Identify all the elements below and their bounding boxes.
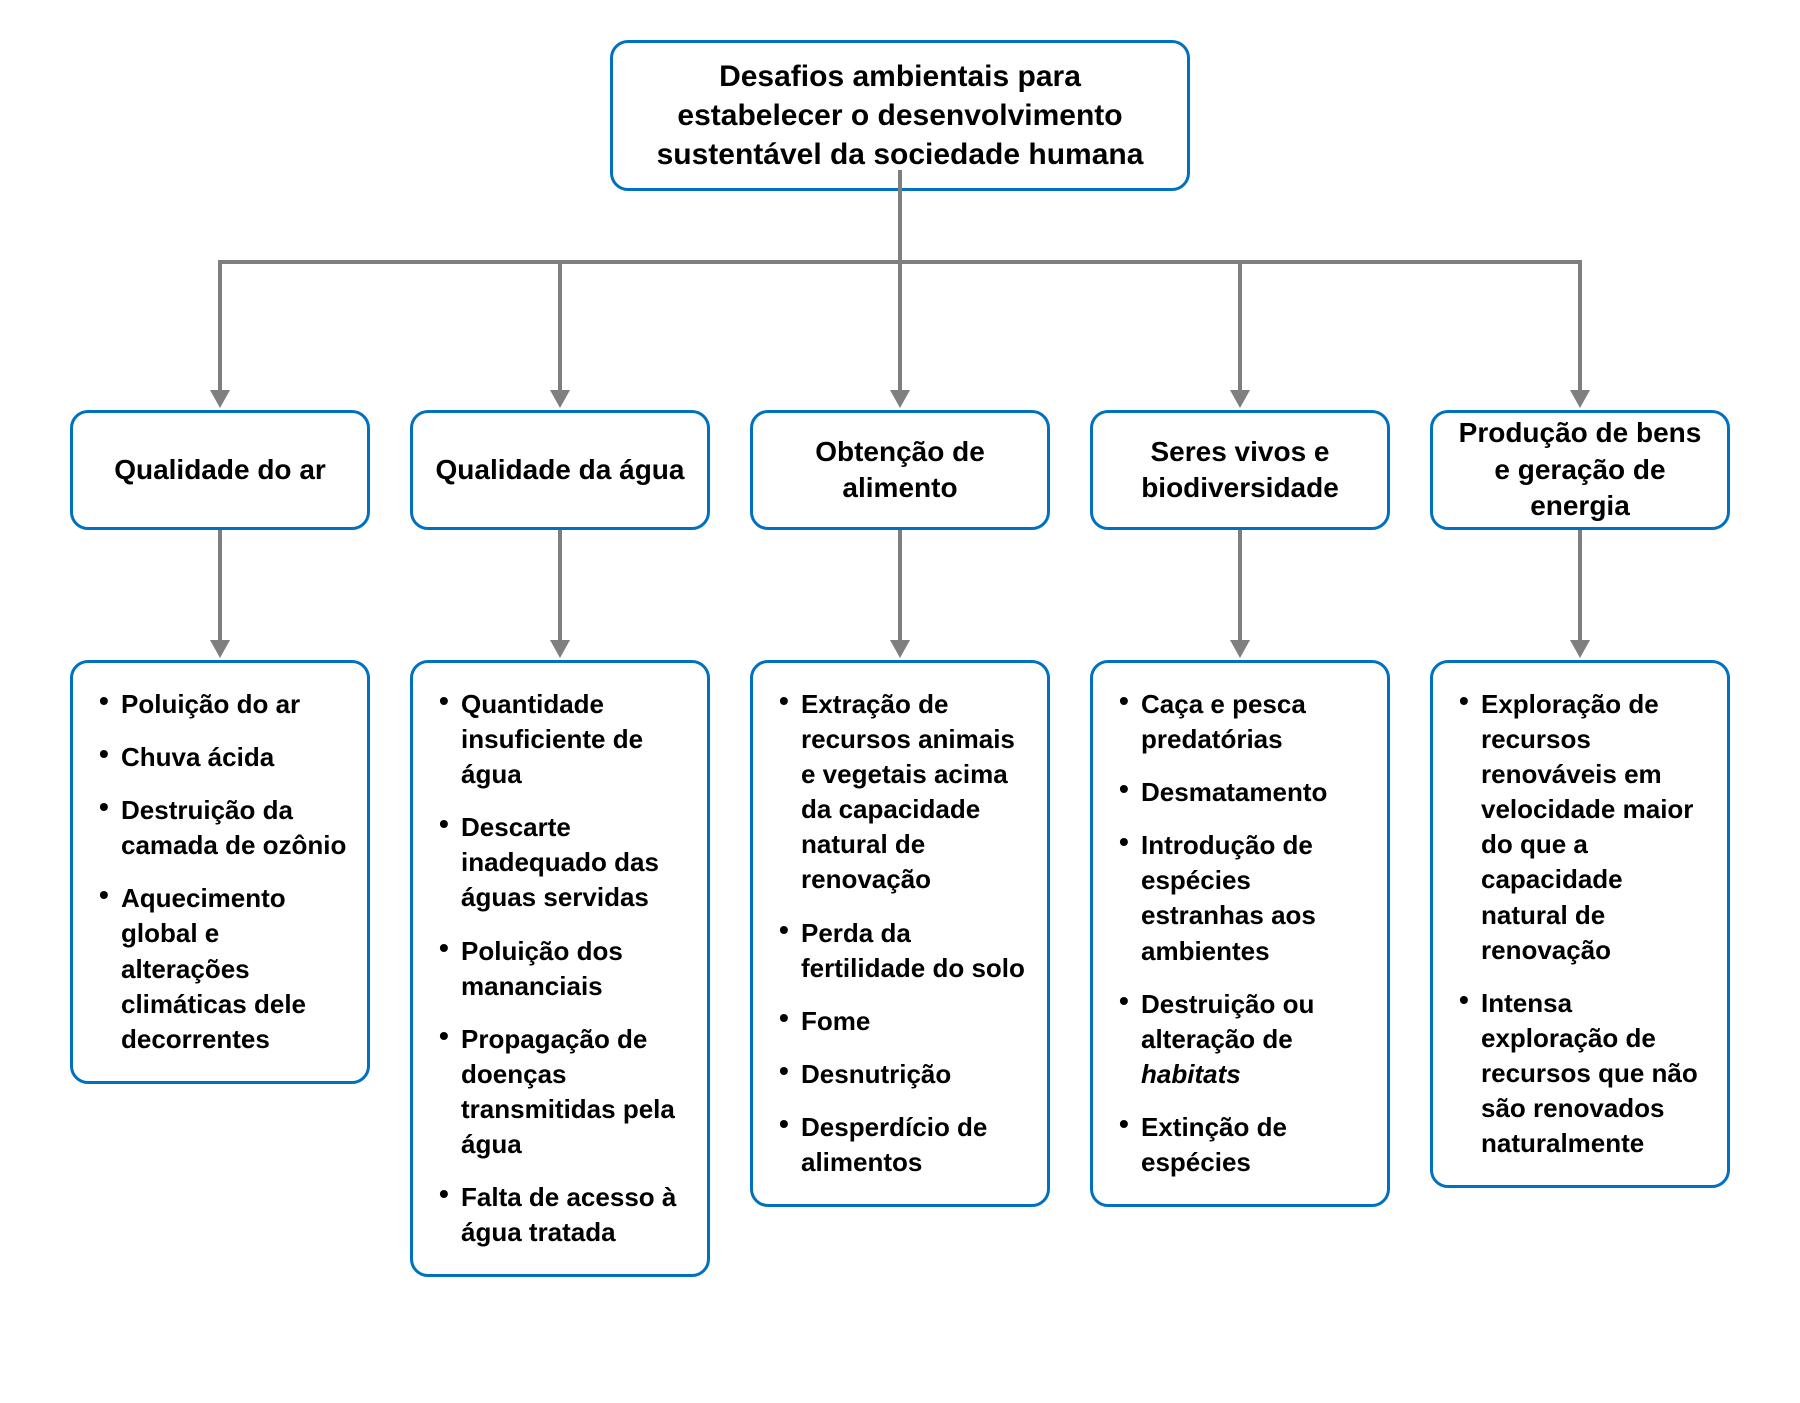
detail-item: Desperdício de alimentos <box>779 1110 1027 1180</box>
arrowhead-icon <box>1230 390 1250 408</box>
arrowhead-icon <box>1570 390 1590 408</box>
detail-list: Poluição do ar Chuva ácida Destruição da c… <box>99 687 347 1057</box>
detail-list: Quantidade insuficiente de água Descarte … <box>439 687 687 1250</box>
category-label: Obtenção de alimento <box>773 434 1027 507</box>
category-producao-energia: Produção de bens e geração de energia <box>1430 410 1730 530</box>
connector <box>558 260 562 390</box>
detail-item: Extração de recursos animais e vegetais … <box>779 687 1027 898</box>
details-producao-energia: Exploração de recursos renováveis em vel… <box>1430 660 1730 1188</box>
detail-item: Poluição dos mananciais <box>439 934 687 1004</box>
details-seres-biodiversidade: Caça e pesca predatórias Desmatamento Intr… <box>1090 660 1390 1207</box>
detail-list: Extração de recursos animais e vegetais … <box>779 687 1027 1180</box>
category-label: Qualidade do ar <box>114 452 326 488</box>
detail-item: Propagação de doenças transmitidas pela … <box>439 1022 687 1162</box>
arrowhead-icon <box>1230 640 1250 658</box>
detail-item: Desmatamento <box>1119 775 1367 810</box>
arrowhead-icon <box>890 640 910 658</box>
connector <box>1238 530 1242 640</box>
detail-item: Poluição do ar <box>99 687 347 722</box>
arrowhead-icon <box>890 390 910 408</box>
detail-list: Caça e pesca predatórias Desmatamento Intr… <box>1119 687 1367 1180</box>
connector <box>898 260 902 390</box>
category-label: Seres vivos e biodiversidade <box>1113 434 1367 507</box>
detail-item: Destruição da camada de ozônio <box>99 793 347 863</box>
detail-item: Extinção de espécies <box>1119 1110 1367 1180</box>
category-seres-biodiversidade: Seres vivos e biodiversidade <box>1090 410 1390 530</box>
arrowhead-icon <box>210 390 230 408</box>
detail-item: Aquecimento global e alterações climátic… <box>99 881 347 1056</box>
arrowhead-icon <box>210 640 230 658</box>
arrowhead-icon <box>550 640 570 658</box>
category-qualidade-agua: Qualidade da água <box>410 410 710 530</box>
category-label: Produção de bens e geração de energia <box>1453 415 1707 524</box>
detail-item: Falta de acesso à água tratada <box>439 1180 687 1250</box>
detail-item: Intensa exploração de recursos que não s… <box>1459 986 1707 1161</box>
detail-item: Destruição ou alteração de habitats <box>1119 987 1367 1092</box>
detail-item: Quantidade insuficiente de água <box>439 687 687 792</box>
details-qualidade-ar: Poluição do ar Chuva ácida Destruição da c… <box>70 660 370 1084</box>
detail-item: Chuva ácida <box>99 740 347 775</box>
category-obtencao-alimento: Obtenção de alimento <box>750 410 1050 530</box>
details-obtencao-alimento: Extração de recursos animais e vegetais … <box>750 660 1050 1207</box>
connector <box>218 530 222 640</box>
category-qualidade-ar: Qualidade do ar <box>70 410 370 530</box>
detail-item: Fome <box>779 1004 1027 1039</box>
connector <box>218 260 222 390</box>
detail-list: Exploração de recursos renováveis em vel… <box>1459 687 1707 1161</box>
root-label: Desafios ambientais para estabelecer o d… <box>633 57 1167 174</box>
environmental-challenges-diagram: Desafios ambientais para estabelecer o d… <box>40 40 1760 1363</box>
detail-item: Descarte inadequado das águas servidas <box>439 810 687 915</box>
connector <box>1578 530 1582 640</box>
connector <box>1578 260 1582 390</box>
arrowhead-icon <box>1570 640 1590 658</box>
root-node: Desafios ambientais para estabelecer o d… <box>610 40 1190 191</box>
arrowhead-icon <box>550 390 570 408</box>
connector <box>898 530 902 640</box>
detail-item: Desnutrição <box>779 1057 1027 1092</box>
detail-item: Introdução de espécies estranhas aos amb… <box>1119 828 1367 968</box>
details-qualidade-agua: Quantidade insuficiente de água Descarte … <box>410 660 710 1277</box>
connector <box>898 170 902 260</box>
connector <box>1238 260 1242 390</box>
detail-item: Exploração de recursos renováveis em vel… <box>1459 687 1707 968</box>
detail-item: Caça e pesca predatórias <box>1119 687 1367 757</box>
detail-item: Perda da fertilidade do solo <box>779 916 1027 986</box>
category-label: Qualidade da água <box>436 452 685 488</box>
connector <box>558 530 562 640</box>
